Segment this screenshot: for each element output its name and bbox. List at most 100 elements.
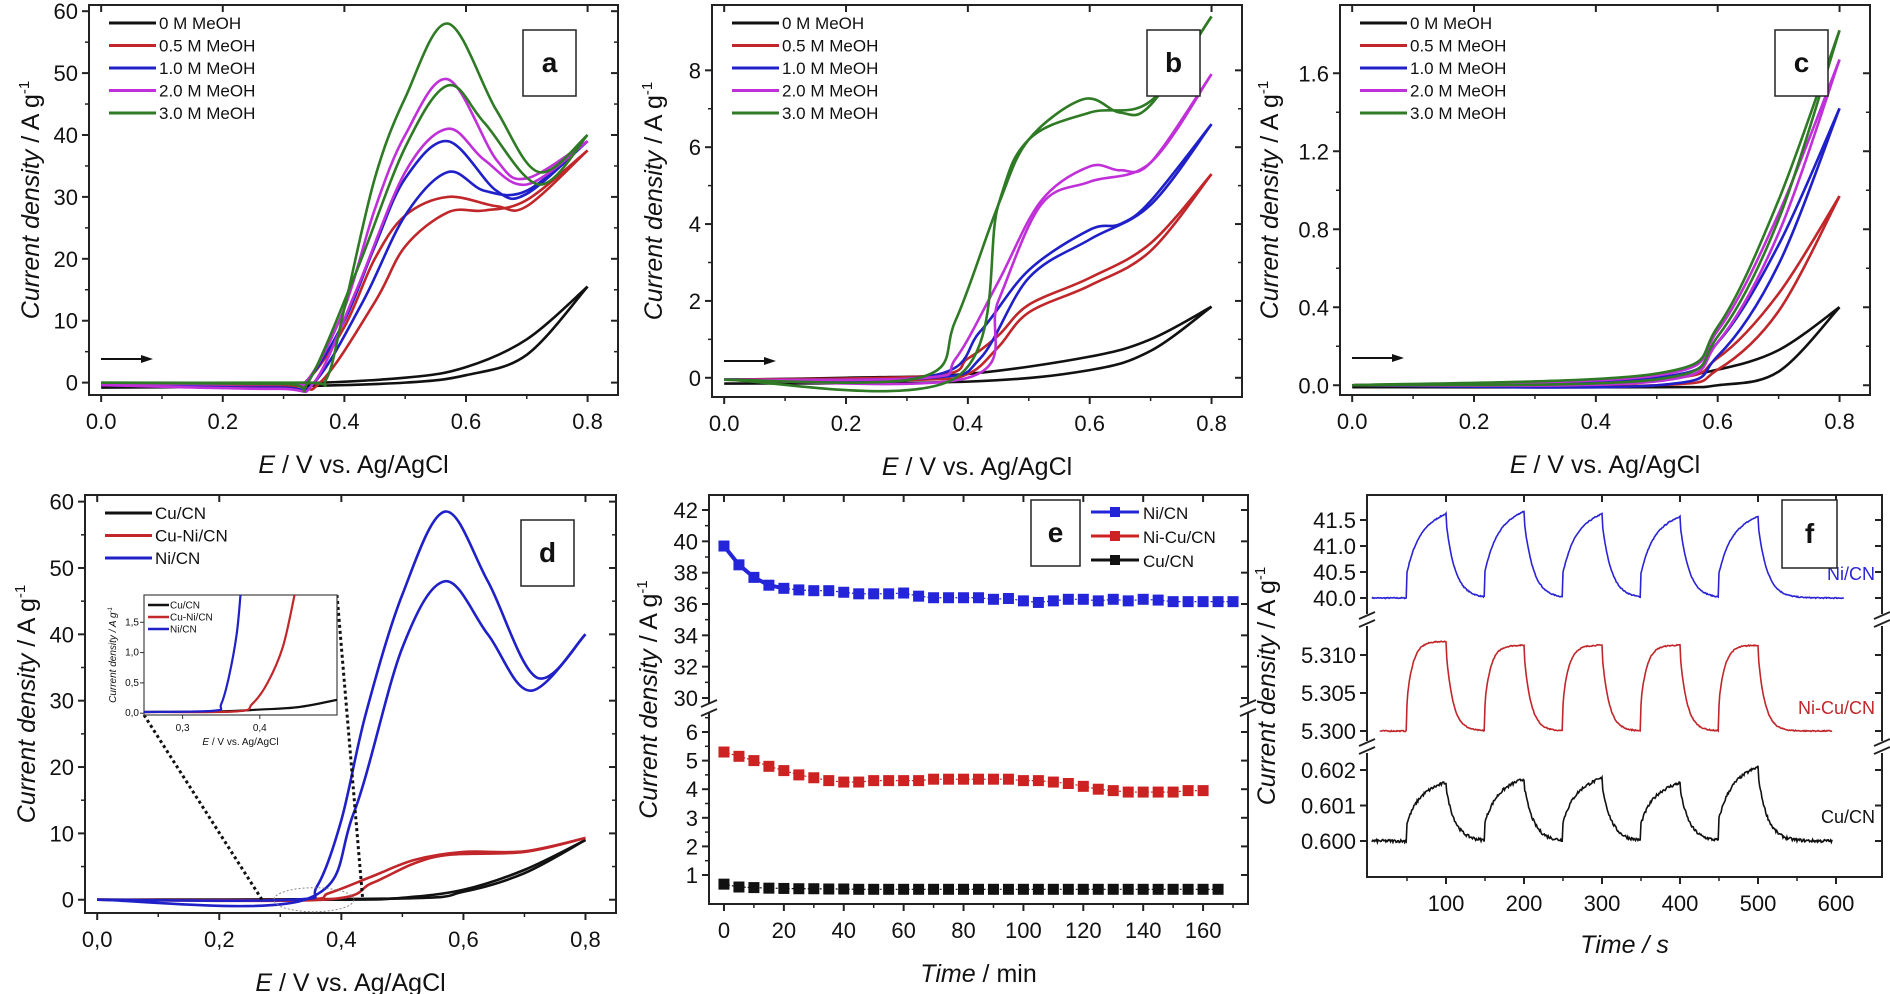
legend-marker: [1110, 555, 1120, 565]
inset-legend-label: Cu/CN: [170, 601, 200, 612]
x-tick-label: 0.6: [451, 409, 482, 434]
y-axis-title: Current density / A g-1: [1252, 567, 1281, 805]
data-point-marker: [1047, 883, 1059, 895]
y-axis-title-unit: / A g: [640, 95, 668, 151]
y-tick-label: 0.601: [1301, 794, 1356, 819]
data-point-marker: [838, 586, 850, 598]
panel-label: e: [1048, 517, 1064, 548]
data-point-marker: [808, 883, 820, 895]
y-axis-title: Current density / A g-1: [1255, 81, 1284, 319]
y-tick-label: 6: [689, 135, 701, 160]
series-line-3-0-m-meoh-backward: [101, 22, 589, 388]
y-axis-title-exponent: -1: [12, 585, 29, 598]
data-point-marker: [748, 882, 760, 894]
legend-label: 1.0 M MeOH: [782, 59, 878, 78]
axis-break-mark: [1873, 611, 1890, 620]
data-point-marker: [1167, 786, 1179, 798]
panel-f: 100 200 300 400 500 600 40.040.541.041.5 Ni/CN 5…: [1252, 494, 1890, 959]
x-tick-label: 140: [1125, 918, 1162, 943]
y-tick-label: 36: [674, 592, 698, 617]
x-axis-title-unit: / min: [976, 960, 1037, 988]
y-tick-label: 6: [686, 720, 698, 745]
data-point-marker: [958, 773, 970, 785]
data-point-marker: [1227, 596, 1239, 608]
x-tick-label: 0: [718, 918, 730, 943]
y-axis-title-var: Current density: [17, 148, 45, 319]
data-point-marker: [868, 588, 880, 600]
x-tick-label: 0.6: [1074, 411, 1105, 436]
panel-label-box: [1030, 499, 1081, 567]
y-axis-title: Current density / A g-1: [634, 580, 663, 818]
arrow-head-icon: [141, 355, 153, 363]
data-point-marker: [1212, 883, 1224, 895]
x-axis-title-var: E: [1510, 451, 1527, 479]
x-axis-title: E / V vs. Ag/AgCl: [255, 969, 445, 994]
data-point-marker: [928, 592, 940, 604]
x-axis-title: Time / min: [920, 960, 1036, 988]
y-tick-label: 41.5: [1313, 508, 1356, 533]
data-point-marker: [1122, 883, 1134, 895]
data-point-marker: [748, 755, 760, 767]
inset-x-tick-label: 0,4: [253, 723, 267, 734]
data-point-marker: [1047, 595, 1059, 607]
x-tick-label: 0.4: [1581, 409, 1612, 434]
x-axis-title-var: E: [882, 453, 899, 481]
series-line-0-5-m-meoh-forward: [101, 149, 589, 391]
data-point-marker: [1017, 595, 1029, 607]
y-tick-label: 10: [54, 309, 78, 334]
x-tick-label: 0,8: [570, 927, 601, 952]
y-tick-label: 1.6: [1298, 61, 1329, 86]
series-line-3-0-m-meoh-backward: [724, 15, 1213, 384]
data-point-marker: [1167, 883, 1179, 895]
panel-label-box: [1146, 29, 1201, 97]
data-point-marker: [943, 773, 955, 785]
legend-label: Cu-Ni/CN: [155, 527, 228, 546]
data-point-marker: [913, 883, 925, 895]
data-point-marker: [973, 883, 984, 895]
data-point-marker: [733, 881, 745, 893]
axis-break-mark: [1239, 708, 1257, 717]
data-point-marker: [898, 775, 910, 787]
y-axis-title-exponent: -1: [639, 82, 656, 95]
data-point-marker: [987, 593, 999, 605]
x-tick-label: 120: [1065, 918, 1102, 943]
x-tick-label: 600: [1818, 891, 1855, 916]
y-axis-title-var: Current density: [13, 652, 41, 823]
data-point-marker: [1182, 785, 1194, 797]
y-tick-label: 2: [686, 834, 698, 859]
y-tick-label: 41.0: [1313, 534, 1356, 559]
data-point-marker: [853, 776, 865, 788]
y-tick-label: 0.4: [1298, 295, 1329, 320]
y-axis-title-unit: / A g: [635, 594, 663, 650]
panel-label: a: [542, 47, 558, 78]
x-tick-label: 0,4: [326, 927, 357, 952]
data-point-marker: [1182, 883, 1194, 895]
series-label: Ni-Cu/CN: [1798, 698, 1875, 718]
inset-y-title-exponent: -1: [108, 607, 114, 612]
x-tick-label: 0.0: [709, 411, 740, 436]
data-point-marker: [1197, 785, 1209, 797]
data-point-marker: [1062, 777, 1074, 789]
data-point-marker: [1122, 786, 1134, 798]
y-axis-title-var: Current density: [1256, 148, 1284, 319]
panel-c: 0.0 0.2 0.4 0.6 0.8 0.0 0.4 0.8 1.2 1.6 0 M MeOH 0.…: [1255, 4, 1871, 479]
y-axis-title: Current density / A g-1: [639, 82, 668, 320]
data-point-marker: [958, 592, 970, 604]
y-tick-label: 40: [54, 123, 78, 148]
x-axis-title-unit: / V vs. Ag/AgCl: [275, 451, 449, 479]
axis-break-mark: [1873, 619, 1890, 628]
data-point-marker: [793, 769, 805, 781]
data-point-marker: [1002, 883, 1014, 895]
y-tick-label: 0: [66, 371, 78, 396]
data-point-marker: [1092, 783, 1104, 795]
data-point-marker: [718, 878, 730, 890]
x-tick-label: 0,6: [448, 927, 479, 952]
inset-x-title-unit: / V vs. Ag/AgCl: [209, 737, 278, 748]
inset-x-title: E / V vs. Ag/AgCl: [202, 737, 278, 748]
inset-y-tick-label: 0,5: [125, 678, 139, 689]
x-tick-label: 100: [1005, 918, 1042, 943]
y-tick-label: 0.0: [1298, 373, 1329, 398]
y-axis-title-var: Current density: [640, 149, 668, 320]
y-tick-label: 30: [54, 185, 78, 210]
